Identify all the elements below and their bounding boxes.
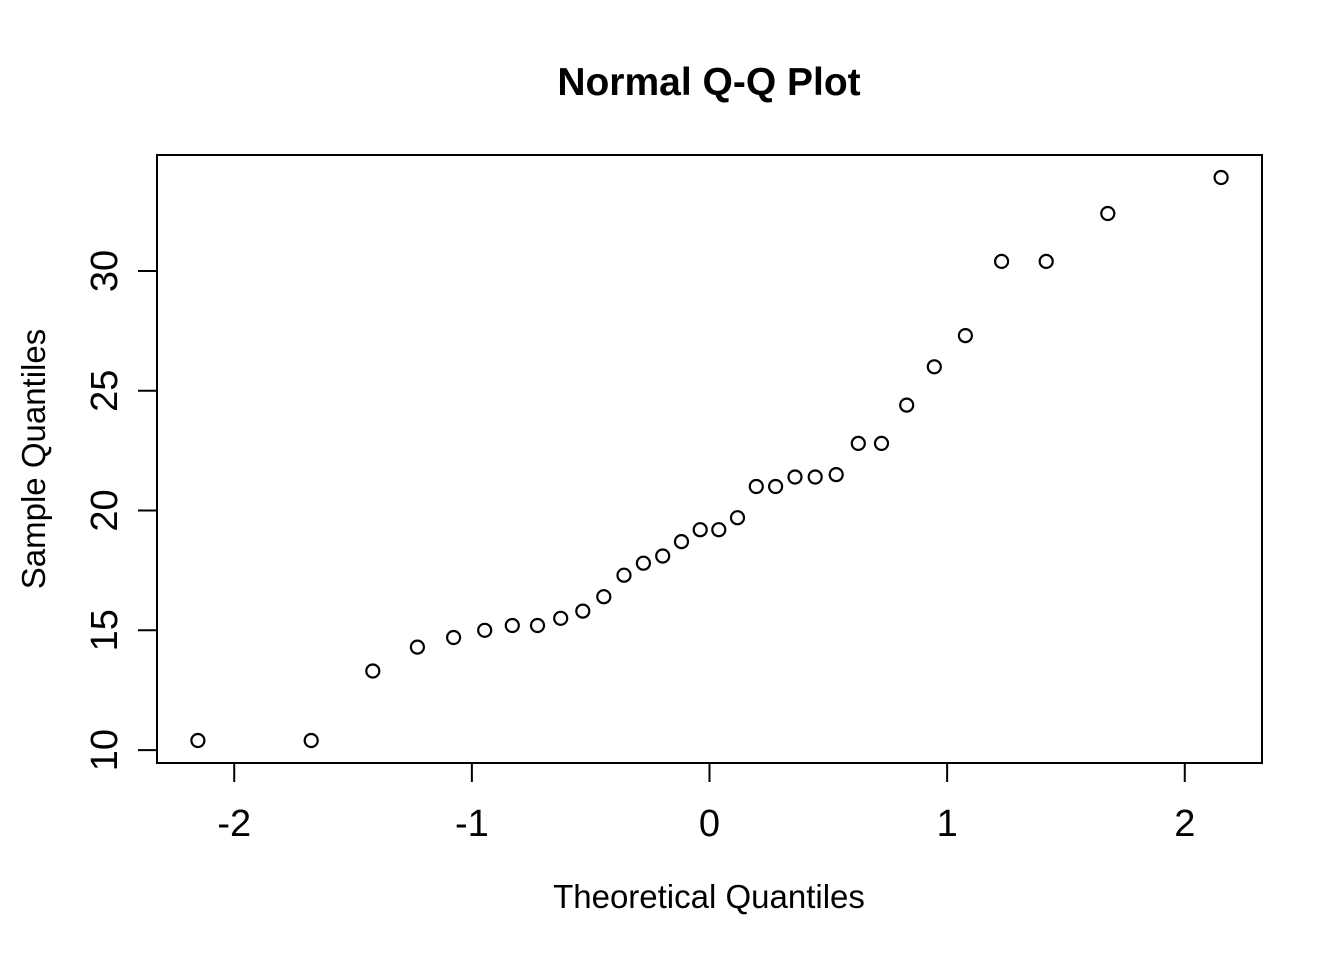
x-tick-label: -2 [217, 803, 251, 845]
data-point [1213, 169, 1229, 186]
y-tick-label: 15 [84, 609, 126, 651]
x-axis-tick-labels: -2 -1 0 1 2 [217, 803, 1195, 845]
x-axis-label: Theoretical Quantiles [553, 878, 865, 915]
data-point [729, 510, 746, 526]
data-point [748, 478, 764, 495]
data-points [190, 169, 1229, 749]
data-point [711, 522, 727, 538]
data-point [807, 469, 823, 485]
data-point [899, 397, 915, 413]
x-tick-label: 2 [1174, 803, 1195, 845]
data-point [616, 567, 632, 583]
data-point [529, 617, 546, 634]
data-point [477, 622, 493, 638]
y-tick-label: 30 [84, 250, 126, 292]
data-point [850, 435, 866, 451]
x-tick-label: -1 [455, 803, 489, 845]
data-point [1100, 205, 1116, 222]
data-point [1038, 253, 1054, 269]
data-point [692, 522, 708, 538]
data-point [828, 467, 844, 483]
x-tick-label: 0 [699, 803, 720, 845]
data-point [655, 548, 671, 564]
x-axis-ticks [233, 763, 1186, 782]
data-point [446, 629, 462, 646]
data-point [575, 603, 591, 619]
data-point [926, 359, 942, 375]
data-point [673, 533, 690, 550]
y-tick-label: 10 [84, 729, 126, 771]
y-tick-label: 25 [84, 370, 126, 412]
y-tick-label: 20 [84, 489, 126, 531]
data-point [957, 328, 974, 344]
data-point [596, 589, 612, 605]
plot-area-border [156, 154, 1263, 764]
data-point [553, 610, 569, 626]
data-point [303, 732, 319, 749]
data-point [365, 663, 381, 679]
data-point [504, 617, 520, 634]
data-point [635, 555, 652, 571]
y-axis-tick-labels: 10 15 20 25 30 [84, 250, 126, 771]
data-point [767, 478, 784, 495]
data-point [993, 253, 1010, 269]
data-point [190, 732, 206, 749]
data-point [787, 469, 803, 485]
chart-title: Normal Q-Q Plot [557, 61, 860, 104]
y-axis-label: Sample Quantiles [15, 329, 52, 589]
data-point [873, 435, 890, 451]
x-tick-label: 1 [937, 803, 958, 845]
y-axis-ticks [138, 269, 157, 752]
data-point [409, 639, 425, 655]
